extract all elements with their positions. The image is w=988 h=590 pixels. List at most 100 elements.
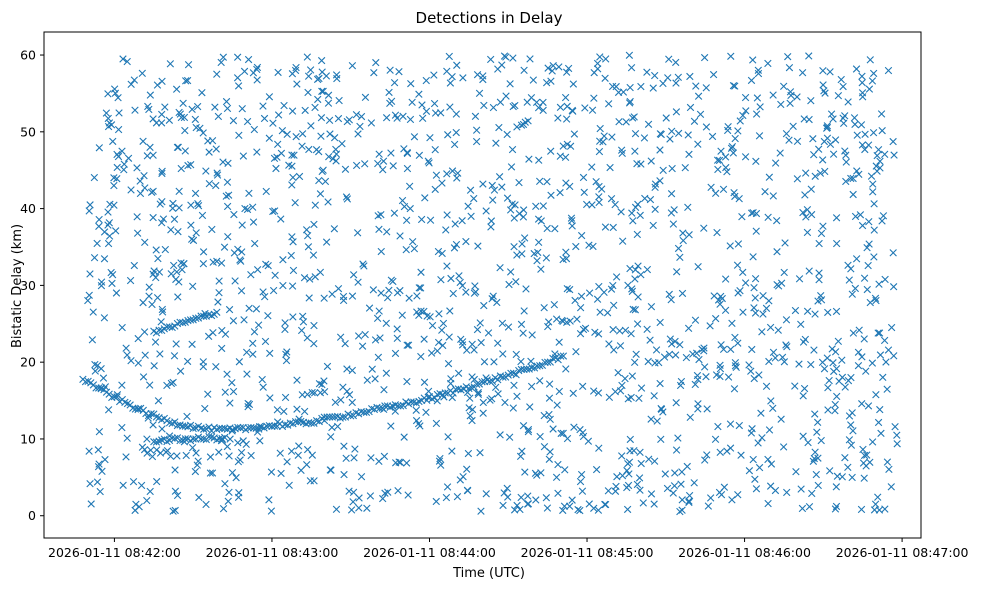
data-point: [462, 288, 470, 296]
data-point: [535, 156, 543, 164]
data-point: [759, 310, 767, 318]
data-point: [714, 422, 722, 431]
data-point: [672, 108, 681, 116]
track-point: [94, 384, 103, 392]
data-point: [393, 289, 402, 297]
data-point: [281, 319, 289, 327]
data-point: [390, 209, 399, 217]
data-point: [491, 383, 500, 392]
data-point: [559, 142, 567, 150]
data-point: [141, 238, 149, 247]
data-point: [158, 110, 166, 119]
data-point: [568, 217, 576, 225]
data-point: [698, 345, 706, 354]
data-point: [861, 145, 869, 154]
data-point: [634, 262, 642, 270]
data-point: [585, 500, 593, 508]
data-point: [807, 96, 815, 105]
data-point: [192, 449, 200, 457]
track-point: [129, 404, 137, 412]
data-point: [826, 467, 834, 475]
data-point: [707, 183, 715, 192]
data-point: [240, 316, 248, 324]
data-point: [724, 123, 732, 131]
data-point: [805, 267, 813, 275]
data-point: [104, 239, 113, 248]
data-point: [354, 130, 362, 138]
data-point: [858, 78, 866, 87]
data-point: [568, 106, 576, 115]
data-point: [400, 145, 408, 153]
data-point: [823, 122, 832, 130]
y-axis-label: Bistatic Delay (km): [10, 224, 25, 348]
data-point: [410, 133, 419, 141]
data-point: [477, 338, 485, 347]
data-point: [324, 99, 333, 107]
data-point: [786, 99, 794, 107]
data-point: [132, 500, 140, 509]
data-point: [667, 127, 676, 135]
data-point: [518, 250, 526, 258]
data-point: [532, 496, 540, 504]
data-point: [700, 53, 709, 62]
data-point: [857, 121, 866, 129]
data-point: [839, 82, 847, 91]
data-point: [889, 137, 897, 146]
track-point: [252, 424, 260, 433]
data-point: [629, 305, 637, 314]
data-point: [152, 246, 160, 254]
data-point: [807, 360, 815, 369]
data-point: [711, 314, 720, 323]
data-point: [359, 260, 367, 268]
data-point: [737, 451, 745, 459]
data-point: [547, 191, 555, 199]
data-point: [97, 278, 106, 286]
data-point: [402, 245, 410, 254]
x-tick-label: 2026-01-11 08:43:00: [206, 545, 339, 560]
data-point: [621, 326, 630, 334]
data-point: [206, 453, 215, 461]
data-point: [181, 126, 189, 135]
data-point: [667, 190, 676, 198]
data-point: [236, 456, 244, 464]
data-marks: [79, 51, 901, 516]
data-point: [893, 440, 901, 448]
data-point: [389, 162, 397, 170]
data-point: [438, 179, 446, 187]
data-point: [844, 261, 852, 270]
data-point: [773, 248, 781, 256]
data-point: [363, 376, 372, 384]
data-point: [657, 405, 666, 414]
data-point: [779, 443, 788, 451]
data-point: [679, 236, 687, 245]
data-point: [647, 415, 655, 423]
x-axis: 2026-01-11 08:42:00 2026-01-11 08:43:00 20…: [48, 538, 969, 560]
data-point: [452, 128, 460, 137]
data-point: [505, 280, 513, 289]
data-point: [829, 115, 837, 123]
data-point: [755, 463, 764, 472]
data-point: [334, 284, 343, 293]
data-point: [727, 52, 735, 60]
data-point: [237, 448, 246, 457]
data-point: [156, 449, 165, 457]
y-tick-label: 40: [20, 201, 36, 216]
data-point: [513, 251, 521, 259]
data-point: [573, 315, 581, 323]
data-point: [595, 137, 604, 145]
data-point: [647, 490, 656, 498]
track-point: [554, 355, 562, 364]
data-point: [823, 354, 831, 362]
data-point: [158, 425, 166, 433]
data-point: [490, 358, 498, 366]
data-point: [852, 255, 861, 263]
data-point: [817, 291, 825, 300]
data-point: [205, 179, 214, 188]
data-point: [219, 53, 228, 61]
data-point: [234, 439, 242, 447]
data-point: [328, 423, 336, 432]
data-point: [253, 148, 261, 156]
data-point: [858, 221, 867, 230]
data-point: [797, 320, 805, 328]
data-point: [838, 356, 846, 364]
